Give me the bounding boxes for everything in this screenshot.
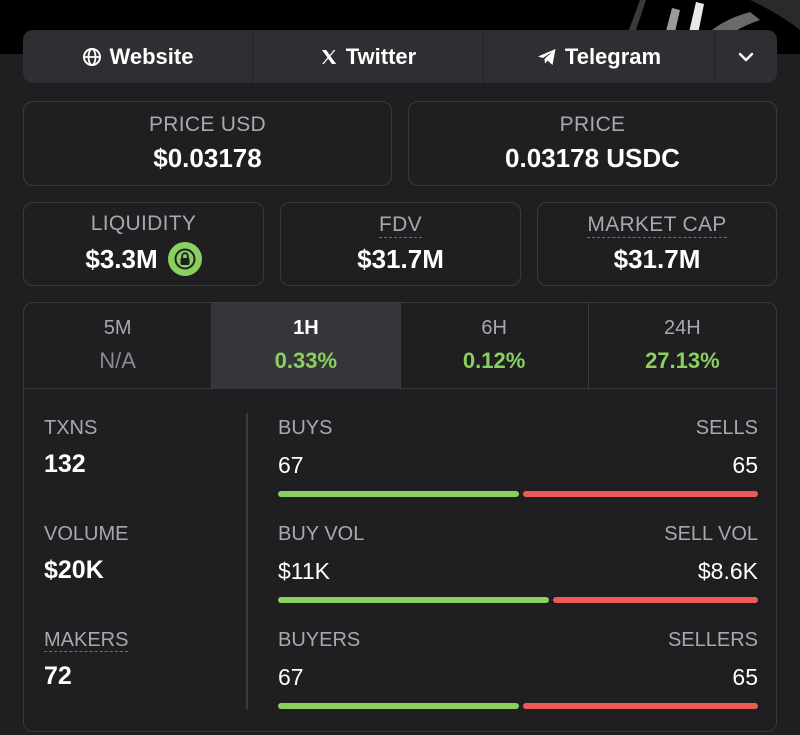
makers-value: 72: [44, 662, 72, 690]
metrics-area: TXNS 132 VOLUME $20K MAKERS 72 BUYS SELL…: [24, 389, 776, 731]
buyers-label: BUYERS: [278, 629, 361, 651]
buyers-sellers-bar: [278, 703, 758, 709]
tab-1h[interactable]: 1H 0.33%: [212, 303, 401, 388]
telegram-button[interactable]: Telegram: [484, 30, 715, 83]
telegram-icon: [537, 47, 557, 67]
sells-value: 65: [732, 452, 758, 478]
buys-label: BUYS: [278, 417, 333, 439]
fdv-value: $31.7M: [357, 244, 444, 274]
tab-6h-change: 0.12%: [462, 348, 526, 373]
market-cap-card: MARKET CAP $31.7M: [537, 202, 777, 286]
txns-value: 132: [44, 450, 86, 478]
fdv-card: FDV $31.7M: [280, 202, 521, 286]
price-usd-label: PRICE USD: [148, 113, 267, 136]
website-button[interactable]: Website: [23, 30, 253, 83]
sells-label: SELLS: [695, 417, 758, 439]
tab-6h-label: 6H: [481, 317, 507, 339]
buy-vol-bar-segment: [278, 597, 550, 603]
tab-5m[interactable]: 5M N/A: [24, 303, 213, 388]
buyers-value: 67: [278, 664, 304, 690]
tab-24h-label: 24H: [664, 317, 701, 339]
telegram-label: Telegram: [564, 43, 662, 69]
more-links-button[interactable]: [715, 30, 777, 83]
sell-vol-bar-segment: [553, 597, 758, 603]
buy-sell-vol-block: BUY VOL SELL VOL $11K $8.6K: [278, 523, 758, 603]
metrics-divider: [246, 413, 248, 709]
sellers-value: 65: [732, 664, 758, 690]
liquidity-value: $3.3M: [85, 243, 158, 274]
sellers-bar-segment: [523, 703, 758, 709]
tab-5m-change: N/A: [99, 348, 136, 373]
price-card: PRICE 0.03178 USDC: [408, 101, 777, 186]
market-cap-value: $31.7M: [613, 244, 701, 274]
buys-sells-bar: [278, 491, 758, 497]
timeframe-tabs: 5M N/A 1H 0.33% 6H 0.12% 24H 27.13%: [24, 303, 776, 389]
chevron-down-icon: [738, 52, 754, 62]
price-label: PRICE: [559, 113, 626, 136]
volume-metric: VOLUME $20K: [44, 523, 128, 585]
buyers-bar-segment: [278, 703, 520, 709]
fdv-label[interactable]: FDV: [379, 213, 422, 238]
volume-label: VOLUME: [44, 523, 129, 545]
globe-icon: [82, 47, 102, 67]
tab-5m-label: 5M: [103, 317, 132, 339]
lock-icon[interactable]: [167, 242, 202, 276]
liquidity-value-row: $3.3M: [85, 242, 202, 276]
sell-vol-label: SELL VOL: [664, 523, 758, 545]
tab-1h-label: 1H: [293, 317, 319, 339]
buys-value: 67: [278, 452, 304, 478]
tab-24h[interactable]: 24H 27.13%: [589, 303, 776, 388]
price-value: 0.03178 USDC: [505, 143, 680, 173]
txns-label: TXNS: [44, 417, 98, 439]
buy-vol-value: $11K: [278, 558, 331, 584]
market-cap-label[interactable]: MARKET CAP: [587, 213, 727, 238]
twitter-label: Twitter: [345, 43, 417, 69]
liquidity-card: LIQUIDITY $3.3M: [23, 202, 264, 286]
sell-vol-value: $8.6K: [697, 558, 758, 584]
website-label: Website: [109, 43, 194, 69]
sellers-label: SELLERS: [667, 629, 758, 651]
tab-1h-change: 0.33%: [274, 348, 338, 373]
buys-sells-block: BUYS SELLS 67 65: [278, 417, 758, 497]
buys-bar-segment: [278, 491, 520, 497]
makers-metric: MAKERS 72: [44, 629, 129, 691]
buyers-sellers-block: BUYERS SELLERS 67 65: [278, 629, 758, 709]
buy-sell-vol-bar: [278, 597, 758, 603]
social-links-bar: Website Twitter Telegram: [23, 30, 777, 83]
x-logo-icon: [320, 48, 338, 66]
buy-vol-label: BUY VOL: [278, 523, 365, 545]
sells-bar-segment: [523, 491, 758, 497]
tab-6h[interactable]: 6H 0.12%: [401, 303, 589, 388]
makers-label[interactable]: MAKERS: [44, 629, 129, 652]
trading-stats-panel: 5M N/A 1H 0.33% 6H 0.12% 24H 27.13% TXNS…: [23, 302, 777, 732]
price-usd-value: $0.03178: [153, 143, 262, 173]
liquidity-label: LIQUIDITY: [90, 212, 197, 235]
tab-24h-change: 27.13%: [645, 348, 720, 373]
twitter-button[interactable]: Twitter: [253, 30, 484, 83]
volume-value: $20K: [44, 556, 104, 584]
price-usd-card: PRICE USD $0.03178: [23, 101, 392, 186]
txns-metric: TXNS 132: [44, 417, 97, 479]
